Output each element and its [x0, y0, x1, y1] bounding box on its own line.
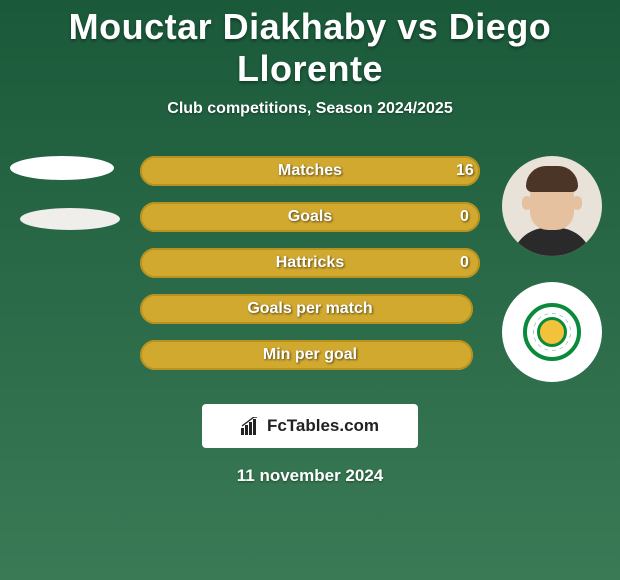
left-player-placeholder	[10, 156, 120, 230]
source-logo-text: FcTables.com	[267, 416, 379, 436]
stat-bar-row: Goals per match	[140, 294, 480, 324]
stat-bar-value: 0	[460, 248, 469, 278]
stat-bar-label: Goals	[140, 202, 480, 232]
stat-bar-label: Min per goal	[140, 340, 480, 370]
stat-bar-row: Matches16	[140, 156, 480, 186]
right-player-avatar	[502, 156, 602, 256]
right-player-column	[502, 156, 602, 382]
stat-bar-label: Hattricks	[140, 248, 480, 278]
comparison-area: Matches16Goals0Hattricks0Goals per match…	[0, 156, 620, 396]
stat-bar-value: 16	[456, 156, 474, 186]
bar-chart-icon	[241, 417, 261, 435]
subtitle: Club competitions, Season 2024/2025	[0, 100, 620, 118]
left-avatar-placeholder	[10, 156, 114, 180]
stat-bar-label: Matches	[140, 156, 480, 186]
content-wrapper: Mouctar Diakhaby vs Diego Llorente Club …	[0, 0, 620, 486]
stat-bar-label: Goals per match	[140, 294, 480, 324]
stat-bar-row: Min per goal	[140, 340, 480, 370]
stat-bar-row: Hattricks0	[140, 248, 480, 278]
stat-bars: Matches16Goals0Hattricks0Goals per match…	[140, 156, 480, 386]
stat-bar-row: Goals0	[140, 202, 480, 232]
page-title: Mouctar Diakhaby vs Diego Llorente	[0, 0, 620, 90]
stat-bar-value: 0	[460, 202, 469, 232]
source-logo: FcTables.com	[202, 404, 418, 448]
left-crest-placeholder	[20, 208, 120, 230]
right-club-crest	[502, 282, 602, 382]
snapshot-date: 11 november 2024	[0, 466, 620, 486]
